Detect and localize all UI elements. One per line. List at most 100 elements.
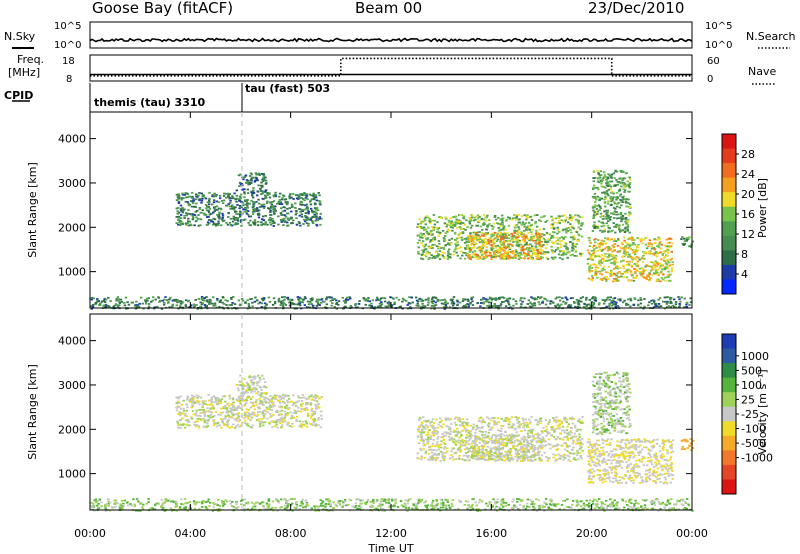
echo-cell (344, 301, 347, 304)
echo-cell (467, 240, 470, 243)
echo-cell (469, 432, 472, 435)
echo-cell (657, 246, 661, 249)
echo-cell (297, 298, 300, 301)
echo-cell (507, 245, 510, 248)
echo-cell (298, 195, 301, 198)
echo-cell (625, 251, 629, 254)
echo-cell (515, 216, 518, 219)
echo-cell (553, 250, 557, 253)
echo-cell (523, 239, 527, 242)
echo-cell (215, 205, 219, 208)
echo-cell (604, 216, 608, 218)
echo-cell (278, 396, 281, 399)
echo-cell (640, 257, 644, 260)
echo-cell (189, 223, 192, 226)
echo-cell (569, 254, 572, 257)
echo-cell (448, 426, 451, 428)
echo-cell (286, 212, 289, 215)
echo-cell (471, 256, 474, 258)
echo-cell (475, 444, 478, 447)
echo-cell (182, 399, 185, 402)
echo-cell (562, 300, 565, 303)
echo-cell (575, 231, 579, 233)
echo-cell (551, 223, 554, 226)
colorbar-tick-label: 16 (741, 208, 755, 221)
echo-cell (627, 247, 630, 249)
echo-cell (482, 297, 485, 299)
echo-cell (546, 432, 550, 435)
echo-cell (217, 207, 221, 210)
echo-cell (539, 216, 543, 219)
echo-cell (148, 303, 151, 305)
echo-cell (268, 422, 272, 425)
echo-cell (607, 278, 610, 280)
echo-cell (262, 298, 266, 301)
echo-cell (648, 265, 651, 268)
echo-cell (192, 213, 195, 216)
echo-cell (550, 245, 553, 248)
echo-cell (666, 258, 669, 261)
echo-cell (580, 235, 584, 238)
echo-cell (545, 428, 548, 431)
echo-cell (681, 242, 684, 245)
echo-cell (249, 298, 252, 301)
echo-cell (177, 300, 180, 303)
echo-cell (443, 443, 447, 445)
echo-cell (197, 214, 200, 216)
echo-cell (634, 272, 637, 274)
echo-cell (499, 253, 503, 256)
echo-cell (278, 195, 281, 198)
echo-cell (228, 426, 231, 429)
echo-cell (230, 408, 233, 411)
echo-cell (441, 251, 444, 254)
echo-cell (477, 239, 481, 242)
echo-cell (207, 199, 211, 202)
echo-cell (613, 278, 616, 280)
echo-cell (356, 306, 359, 309)
echo-cell (475, 255, 479, 257)
echo-cell (541, 256, 544, 259)
echo-cell (635, 264, 638, 267)
echo-cell (202, 194, 205, 196)
echo-cell (485, 298, 489, 301)
echo-cell (592, 184, 596, 187)
echo-cell (453, 223, 456, 226)
echo-cell (306, 306, 310, 308)
echo-cell (292, 193, 295, 195)
echo-cell (499, 436, 503, 438)
echo-cell (604, 197, 608, 200)
echo-cell (612, 254, 615, 257)
echo-cell (451, 224, 455, 227)
echo-cell (239, 221, 243, 223)
echo-cell (230, 403, 233, 406)
echo-cell (587, 252, 591, 254)
echo-cell (113, 304, 116, 307)
echo-cell (255, 177, 258, 180)
echo-cell (482, 223, 485, 225)
echo-cell (581, 422, 584, 424)
echo-cell (212, 217, 215, 220)
echo-cell (484, 255, 487, 258)
echo-cell (147, 297, 150, 299)
echo-cell (245, 408, 248, 411)
echo-cell (504, 255, 508, 258)
echo-cell (610, 191, 613, 194)
echo-cell (439, 231, 442, 234)
echo-cell (498, 247, 501, 250)
echo-cell (486, 232, 489, 234)
echo-cell (628, 211, 631, 214)
echo-cell (475, 232, 478, 234)
echo-cell (551, 219, 554, 222)
echo-cell (532, 248, 535, 250)
echo-cell (250, 199, 253, 202)
echo-cell (607, 173, 610, 176)
echo-cell (362, 297, 365, 299)
echo-cell (600, 277, 603, 280)
echo-cell (474, 233, 478, 236)
echo-cell (456, 299, 459, 302)
echo-cell (673, 298, 676, 301)
echo-cell (625, 184, 629, 187)
echo-cell (522, 419, 525, 422)
echo-cell (445, 217, 448, 220)
echo-cell (613, 201, 616, 203)
